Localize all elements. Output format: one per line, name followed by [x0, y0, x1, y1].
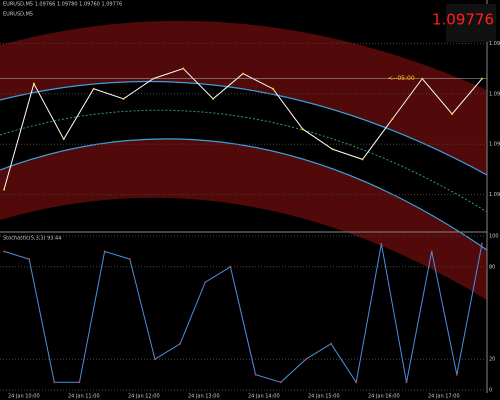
panel-title: EURUSD,M5: [3, 12, 33, 18]
point: [28, 258, 31, 261]
upper-channel: [0, 80, 488, 176]
y-tick-label: 100: [489, 234, 499, 240]
series-line: [3, 243, 483, 384]
point: [204, 281, 207, 284]
point: [380, 242, 383, 245]
point: [361, 158, 364, 161]
point: [32, 82, 35, 85]
point: [3, 188, 5, 191]
y-tick-label: 20: [489, 357, 495, 363]
point: [455, 373, 458, 376]
point: [128, 258, 131, 261]
x-tick-label: 24 Jan 11:00: [68, 394, 100, 400]
x-tick-label: 24 Jan 13:00: [188, 394, 220, 400]
y-tick-label: 1.0965: [489, 142, 500, 148]
point: [301, 128, 304, 131]
point: [3, 250, 5, 253]
x-tick-label: 24 Jan 17:00: [428, 394, 460, 400]
x-tick-label: 24 Jan 10:00: [8, 394, 40, 400]
point: [92, 87, 95, 90]
point: [242, 72, 244, 75]
y-tick-label: 0: [489, 388, 492, 394]
lower-band: [0, 138, 487, 300]
x-tick-label: 24 Jan 14:00: [248, 394, 280, 400]
point: [229, 265, 232, 268]
point: [304, 358, 307, 361]
upper-band: [0, 20, 487, 175]
countdown: <--05:00: [388, 75, 415, 82]
price-box: [446, 4, 496, 42]
point: [254, 373, 257, 376]
point: [62, 138, 65, 141]
x-tick-label: 24 Jan 15:00: [308, 394, 340, 400]
point: [153, 358, 156, 361]
x-tick-label: 24 Jan 16:00: [368, 394, 400, 400]
point: [182, 67, 185, 70]
point: [279, 381, 282, 384]
point: [391, 118, 394, 120]
point: [212, 97, 215, 100]
point: [355, 381, 358, 384]
point: [331, 148, 334, 151]
mid-channel: [0, 109, 488, 213]
point: [330, 342, 333, 345]
channel-bands: [0, 20, 488, 300]
current-price: 1.09776: [432, 11, 494, 29]
panel-title: Stochastic(5,3,3) 93.44: [3, 236, 61, 242]
point: [179, 342, 182, 345]
y-tick-label: 80: [489, 264, 495, 270]
y-tick-label: 1.0955: [489, 192, 500, 198]
point: [122, 97, 125, 100]
point: [271, 87, 274, 90]
point: [78, 381, 81, 384]
y-tick-label: 1.0975: [489, 91, 500, 97]
point: [405, 381, 408, 384]
header: EURUSD,M5 1.09766 1.09780 1.09760 1.0977…: [3, 2, 122, 8]
point: [53, 381, 56, 384]
point: [481, 242, 483, 245]
y-tick-label: 1.0985: [489, 41, 500, 47]
point: [430, 250, 433, 253]
lower-channel: [0, 138, 488, 251]
x-tick-label: 24 Jan 12:00: [128, 394, 160, 400]
point: [103, 250, 106, 253]
point: [451, 112, 454, 115]
